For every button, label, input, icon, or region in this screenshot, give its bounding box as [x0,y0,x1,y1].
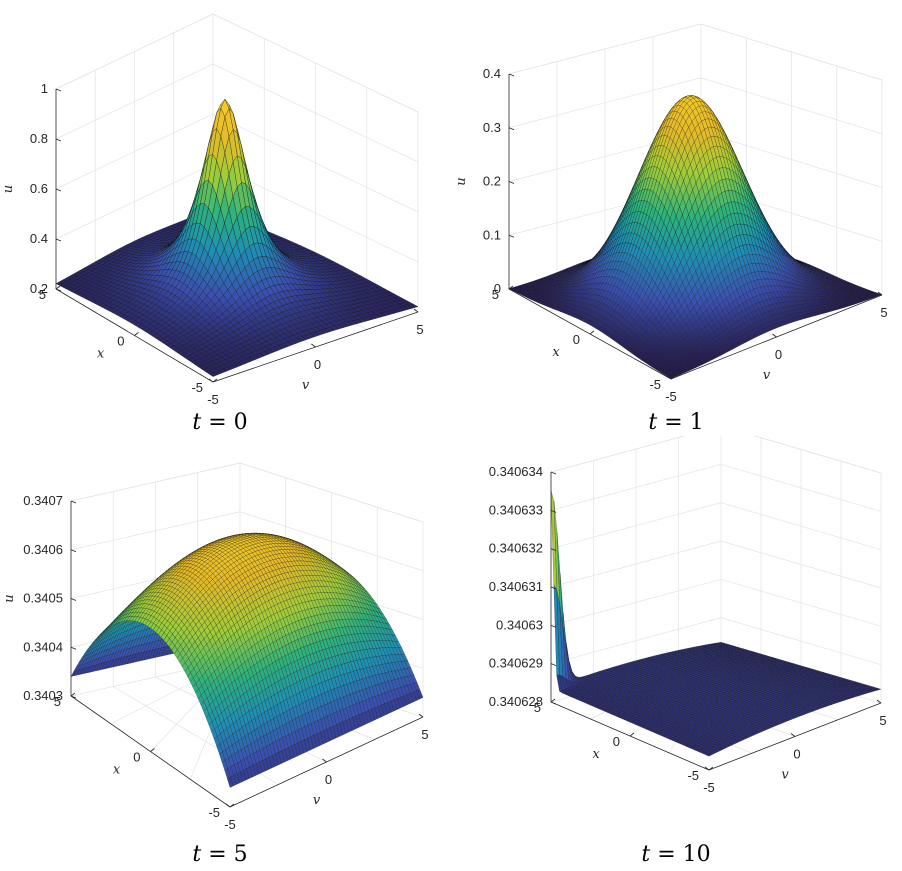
v-tick [208,378,214,383]
z-tick-label: 0.4 [30,231,48,246]
z-tick-label: 0.2 [30,281,48,296]
x-tick-label: -5 [191,380,203,395]
v-tick-label: 0 [314,357,321,372]
surface-plot-t0: 0.2 0.4 0.6 0.8 1 5 0 -5 -5 0 5 x v u t = 0 [0,0,451,435]
top-edge [508,23,883,81]
z-tick [55,88,62,92]
x-axis-label: x [97,347,105,362]
z-tick [55,138,62,142]
top-edge [55,13,419,113]
plot-canvas: 0.2 0.4 0.6 0.8 1 5 0 -5 -5 0 5 x v u [1,13,424,407]
z-tick [55,188,62,192]
z-tick [55,288,62,292]
caption-value: 0 [233,410,248,435]
axes: 0.2 0.4 0.6 0.8 1 5 0 -5 -5 0 5 x v u [1,81,424,407]
surface-mesh [55,98,419,377]
v-tick-label: 5 [416,322,423,337]
z-tick-label: 1 [41,81,48,96]
surface-face [408,303,419,309]
v-tick-label: -5 [207,392,219,407]
x-tick [212,378,218,383]
v-tick [413,308,419,313]
x-tick-label: 5 [39,287,46,302]
x-tick [55,285,61,290]
z-tick-label: 0.8 [30,131,48,146]
surface-mesh [508,95,883,379]
v-tick [311,343,316,348]
surface-plot-t1: 0 0.1 0.2 0.3 0.4 5 0 -5 -5 0 5 x v u t = 1 [451,0,902,435]
v-axis-label: v [302,378,310,393]
z-tick [55,238,62,242]
caption-variable: t [192,410,202,435]
z-axis-label: u [1,185,16,193]
z-gridline [508,23,883,81]
x-tick [134,332,139,336]
x-tick-label: 0 [117,334,124,349]
z-tick-label: 0.6 [30,181,48,196]
panel-caption: t = 0 [0,410,440,435]
caption-operator: = [208,410,227,435]
